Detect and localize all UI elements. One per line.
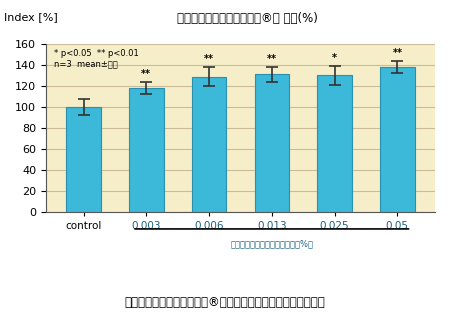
Bar <box>255 75 289 212</box>
Text: *: * <box>332 53 337 63</box>
Text: **: ** <box>392 48 402 58</box>
Text: コメヌカ油「リッチオリザ®」 濃度(%): コメヌカ油「リッチオリザ®」 濃度(%) <box>177 12 318 26</box>
Bar <box>129 88 163 212</box>
Text: **: ** <box>141 69 151 79</box>
Text: **: ** <box>267 54 277 64</box>
Bar <box>66 107 101 212</box>
Text: **: ** <box>204 54 214 64</box>
Text: コメヌカ油「リッチオリザ®」のフィラグリンタンパク産生量: コメヌカ油「リッチオリザ®」のフィラグリンタンパク産生量 <box>125 296 325 309</box>
Text: Index [%]: Index [%] <box>4 12 58 22</box>
Bar <box>192 76 226 212</box>
Text: * p<0.05  ** p<0.01
n=3  mean±標準: * p<0.05 ** p<0.01 n=3 mean±標準 <box>54 49 139 68</box>
Text: コメヌカ油リッチオリザ濃度［%］: コメヌカ油リッチオリザ濃度［%］ <box>230 239 313 248</box>
Bar <box>380 67 414 212</box>
Bar <box>317 76 352 212</box>
